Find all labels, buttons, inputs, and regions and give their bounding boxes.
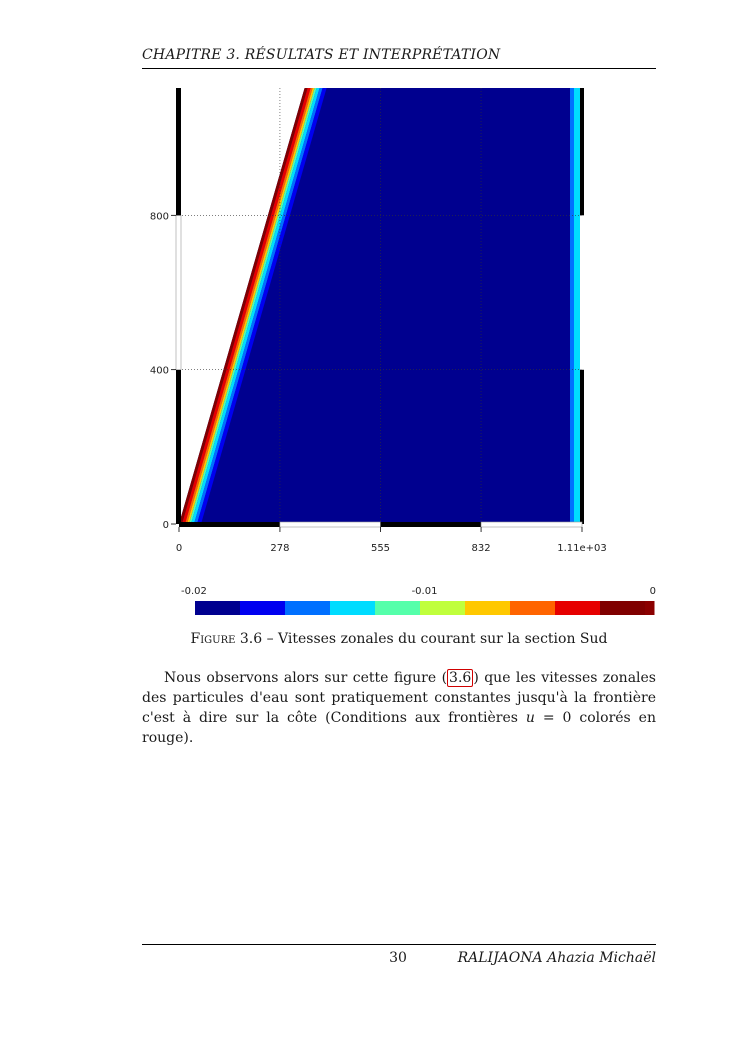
colorbar-swatch-5 [420,601,466,615]
heatmap-interior [179,88,582,524]
colorbar-swatch-3 [330,601,376,615]
colorbar-swatch-9 [600,601,646,615]
paragraph-text-2: ) que les vitesses zonales des particule… [142,670,656,726]
math-variable: u [525,710,535,726]
y-tick-label-2: 800 [150,211,169,222]
axes: 0 278 555 832 1.11e+03 0 400 800 [150,88,607,554]
y-tick-label-0: 0 [163,520,169,531]
right-axis-segment-1 [580,215,584,370]
math-equation: = 0 [534,710,572,726]
coast-band-4 [189,88,317,524]
figure-caption: Figure 3.6 – Vitesses zonales du courant… [142,631,656,647]
colorbar-swatch-10 [645,601,655,615]
coast-band-3 [187,88,315,524]
left-axis-segment-0 [176,369,181,524]
x-tick-label-4: 1.11e+03 [557,543,607,554]
colorbar-swatch-6 [465,601,511,615]
caption-label: Figure 3.6 [190,631,263,647]
footer-rule [142,944,656,945]
figure-reference-link[interactable]: 3.6 [447,669,474,687]
x-tick-label-2: 555 [371,543,390,554]
colorbar-swatch-7 [510,601,556,615]
header-rule [142,68,656,69]
east-boundary-blue [570,88,574,524]
bottom-axis-segment-3 [480,521,583,528]
colorbar-label-0: -0.02 [181,586,207,597]
bottom-axis-segment-2 [380,522,482,527]
x-tick-label-0: 0 [176,543,182,554]
colorbar-swatch-0 [195,601,241,615]
paragraph-text-3: colorés en rouge). [142,710,656,746]
y-tick-label-1: 400 [150,366,169,377]
heatmap-field [179,88,582,524]
left-axis-segment-2 [176,88,181,216]
colorbar: -0.02 -0.01 0 [181,586,656,615]
coast-band-7 [197,88,327,524]
colorbar-swatch-2 [285,601,331,615]
running-head: CHAPITRE 3. RÉSULTATS ET INTERPRÉTATION [142,47,501,63]
right-axis-segment-2 [580,88,584,216]
x-tick-label-3: 832 [472,543,491,554]
caption-text: – Vitesses zonales du courant sur la sec… [262,631,608,647]
zonal-velocity-figure: 0 278 555 832 1.11e+03 0 400 800 -0.02 -0.01 0 [150,88,656,615]
bottom-axis-segment-0 [179,522,280,527]
right-axis-segment-0 [580,369,584,524]
coast-band-6 [194,88,323,524]
coast-band-5 [191,88,320,524]
coast-band-2 [185,88,313,524]
colorbar-label-2: 0 [650,586,656,597]
author-name: RALIJAONA Ahazia Michaël [457,950,656,966]
coast-band-0 [179,88,308,524]
body-paragraph: Nous observons alors sur cette figure (3… [142,668,656,748]
coast-band-1 [182,88,311,524]
grid-lines [179,88,582,524]
paragraph-text-1: Nous observons alors sur cette figure ( [164,670,448,686]
x-tick-label-1: 278 [270,543,289,554]
colorbar-label-1: -0.01 [412,586,438,597]
page-number: 30 [389,950,407,966]
colorbar-swatch-4 [375,601,421,615]
bottom-axis-segment-1 [279,521,381,528]
colorbar-swatch-8 [555,601,601,615]
left-axis-segment-1 [175,215,182,370]
colorbar-swatch-1 [240,601,286,615]
east-boundary-cyan [574,88,580,524]
